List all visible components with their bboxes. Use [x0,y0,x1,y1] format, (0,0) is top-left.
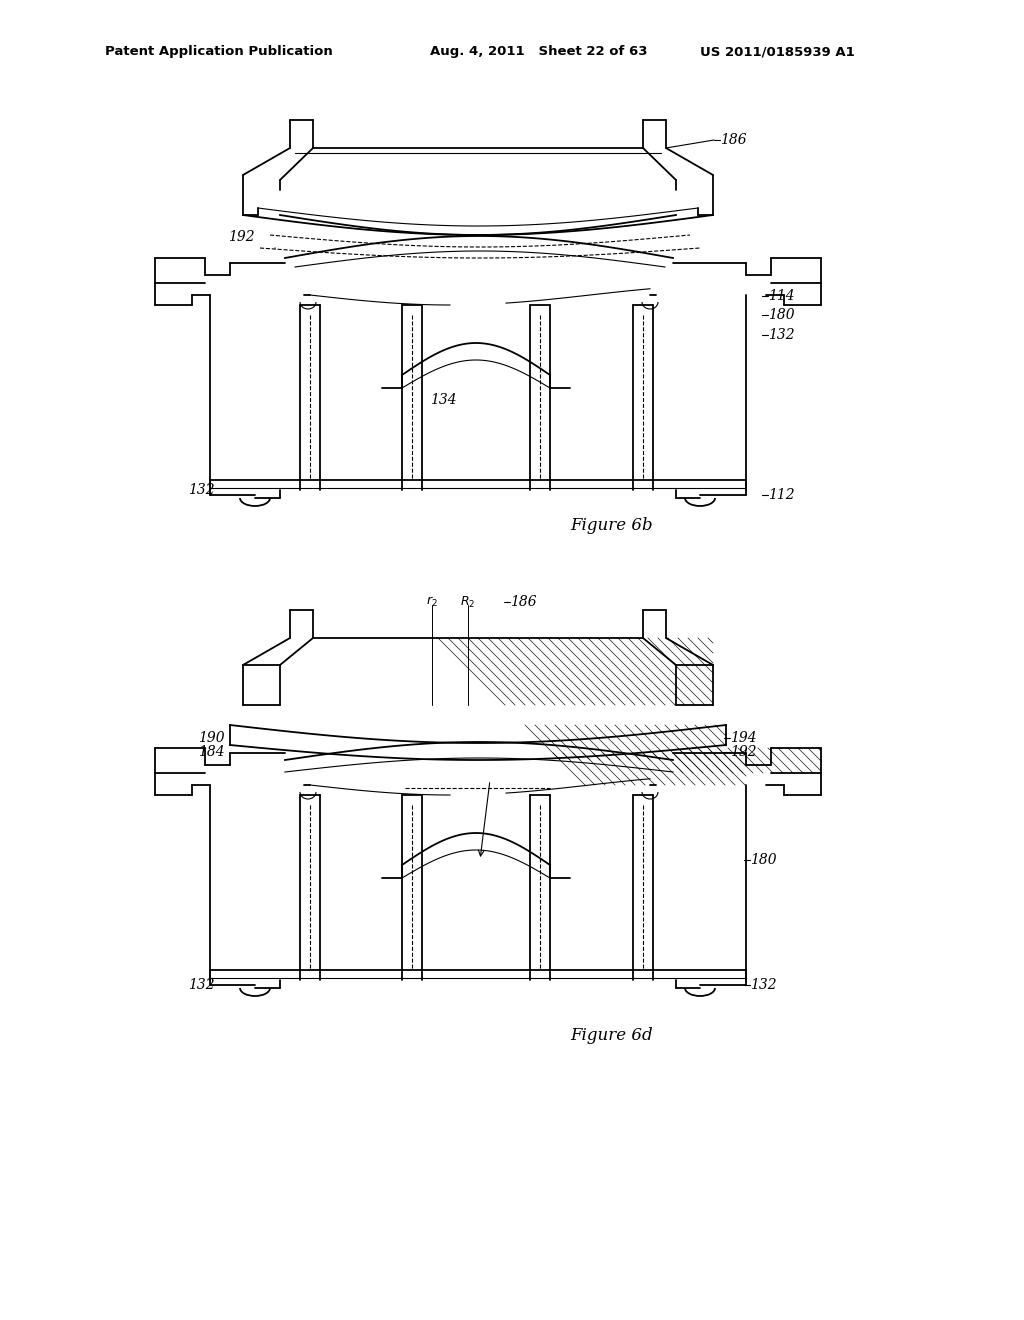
Text: 192: 192 [228,230,255,244]
Text: 194: 194 [730,731,757,744]
Text: Patent Application Publication: Patent Application Publication [105,45,333,58]
Text: 132: 132 [188,978,215,993]
Text: Figure 6d: Figure 6d [570,1027,652,1044]
Text: 132: 132 [750,978,776,993]
Text: Aug. 4, 2011   Sheet 22 of 63: Aug. 4, 2011 Sheet 22 of 63 [430,45,647,58]
Text: $R_2$: $R_2$ [461,594,475,610]
Text: $r_2$: $r_2$ [426,595,438,609]
Text: 180: 180 [750,853,776,867]
Text: 192: 192 [730,744,757,759]
Text: 112: 112 [768,488,795,502]
Text: 190: 190 [199,731,225,744]
Text: 184: 184 [199,744,225,759]
Text: US 2011/0185939 A1: US 2011/0185939 A1 [700,45,855,58]
Text: 132: 132 [768,327,795,342]
Text: Figure 6b: Figure 6b [570,516,652,533]
Text: 132: 132 [188,483,215,498]
Text: 134: 134 [430,393,457,407]
Text: 114: 114 [768,289,795,304]
Text: 186: 186 [720,133,746,147]
Text: 186: 186 [510,595,537,609]
Text: 180: 180 [768,308,795,322]
